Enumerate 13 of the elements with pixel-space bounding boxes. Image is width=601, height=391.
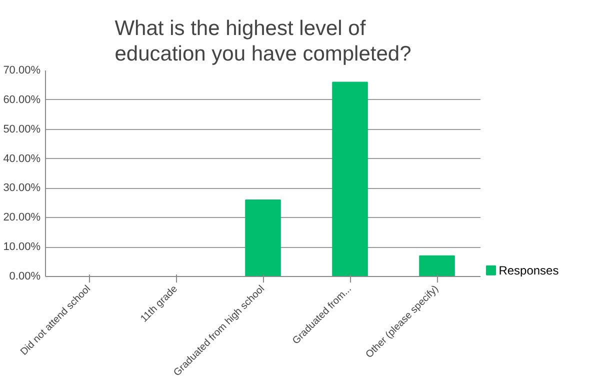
y-tick-label: 20.00% (3, 212, 41, 224)
y-tick-label: 50.00% (3, 123, 41, 136)
y-tick-label: 0.00% (9, 270, 41, 282)
y-tick-label: 70.00% (3, 64, 41, 76)
bar (419, 255, 455, 276)
y-tick-label: 60.00% (3, 94, 41, 106)
chart-title: What is the highest level of education you have completed? (114, 17, 412, 66)
y-tick-label: 40.00% (3, 152, 41, 165)
y-tick-label: 10.00% (3, 241, 41, 254)
bar (332, 82, 368, 276)
legend-label: Responses (498, 263, 559, 278)
bar (245, 199, 281, 276)
y-tick-label: 30.00% (3, 182, 41, 194)
